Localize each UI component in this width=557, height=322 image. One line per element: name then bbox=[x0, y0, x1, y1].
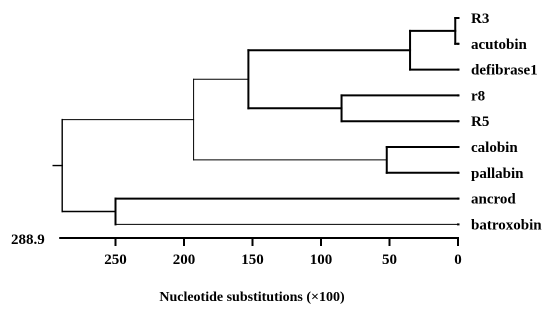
axis-tick-label-250: 250 bbox=[104, 252, 127, 268]
leaf-label-r3: R3 bbox=[471, 11, 489, 27]
axis-tick-label-200: 200 bbox=[173, 252, 196, 268]
leaf-label-acutobin: acutobin bbox=[471, 37, 528, 53]
leaf-labels: R3 acutobin defibrase1 r8 R5 calobin pallabin a… bbox=[471, 11, 542, 233]
distance-axis: 250 200 150 100 50 0 288.9 Nucleotide substit… bbox=[11, 232, 462, 305]
leaf-label-r5: R5 bbox=[471, 114, 489, 130]
axis-tick-label-100: 100 bbox=[310, 252, 333, 268]
axis-tick-label-150: 150 bbox=[241, 252, 264, 268]
leaf-label-ancrod: ancrod bbox=[471, 192, 516, 208]
axis-title: Nucleotide substitutions (×100) bbox=[159, 290, 345, 305]
axis-max-label: 288.9 bbox=[11, 232, 45, 248]
leaf-label-pallabin: pallabin bbox=[471, 166, 524, 182]
tree-branches bbox=[52, 17, 460, 226]
leaf-label-calobin: calobin bbox=[471, 140, 518, 156]
leaf-label-batroxobin: batroxobin bbox=[471, 217, 542, 233]
leaf-label-defibrase1: defibrase1 bbox=[471, 63, 538, 79]
axis-tick-label-0: 0 bbox=[454, 252, 462, 268]
axis-ticks: 250 200 150 100 50 0 bbox=[104, 237, 462, 268]
leaf-label-r8: r8 bbox=[471, 88, 485, 104]
axis-tick-label-50: 50 bbox=[382, 252, 397, 268]
